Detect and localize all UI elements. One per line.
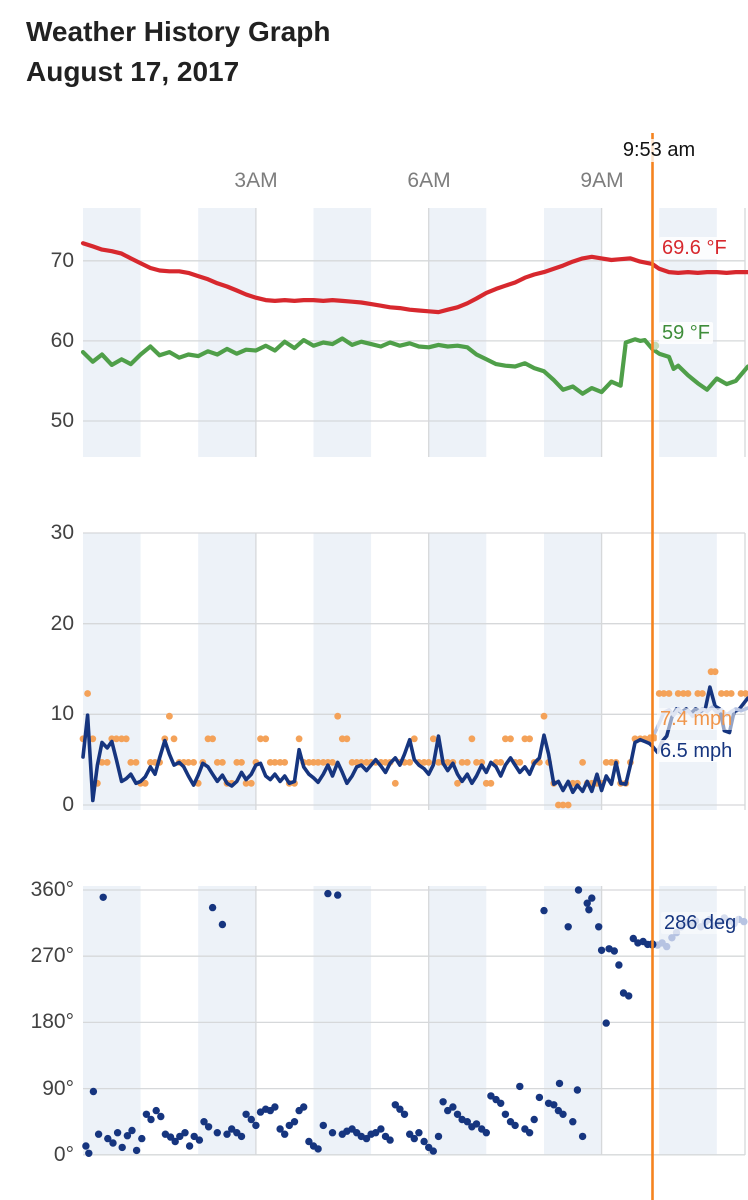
- direction: [82, 886, 652, 1158]
- current-time-label: 9:53 am: [609, 139, 709, 162]
- wind-gust-value-label: 7.4 mph: [657, 708, 736, 730]
- wind-speed-value-label: 6.5 mph: [657, 740, 736, 762]
- dew-point-value-label: 59 °F: [659, 322, 714, 344]
- temperature: [80, 241, 748, 315]
- wind-gust-forecast: [655, 668, 748, 697]
- temp-ytick-70: 70: [50, 249, 74, 272]
- temp-ytick-50: 50: [50, 409, 74, 432]
- dir-ytick-180: 180°: [30, 1010, 74, 1033]
- page-title: Weather History Graph: [26, 16, 331, 47]
- wind-ytick-20: 20: [50, 612, 74, 635]
- wind-chart: [79, 532, 748, 810]
- dir-ytick-360: 360°: [30, 878, 74, 901]
- dir-ytick-0: 0°: [53, 1143, 74, 1166]
- hour-label-3am: 3AM: [234, 169, 278, 192]
- wind-direction-chart: [82, 886, 748, 1158]
- wind-ytick-30: 30: [50, 521, 74, 544]
- wind-direction-value-label: 286 deg: [661, 912, 740, 934]
- dir-ytick-270: 270°: [30, 944, 74, 967]
- temperature-chart: [80, 208, 748, 457]
- temp-ytick-60: 60: [50, 329, 74, 352]
- direction-forecast: [653, 914, 748, 951]
- wind-ytick-0: 0: [62, 793, 74, 816]
- dir-ytick-90: 90°: [42, 1077, 74, 1100]
- hour-label-9am: 9AM: [580, 169, 624, 192]
- dew-point: [80, 336, 748, 396]
- wind-ytick-10: 10: [50, 702, 74, 725]
- wind-speed: [81, 685, 748, 803]
- temperature-value-label: 69.6 °F: [659, 237, 730, 259]
- hour-label-6am: 6AM: [407, 169, 451, 192]
- page-date: August 17, 2017: [26, 56, 240, 87]
